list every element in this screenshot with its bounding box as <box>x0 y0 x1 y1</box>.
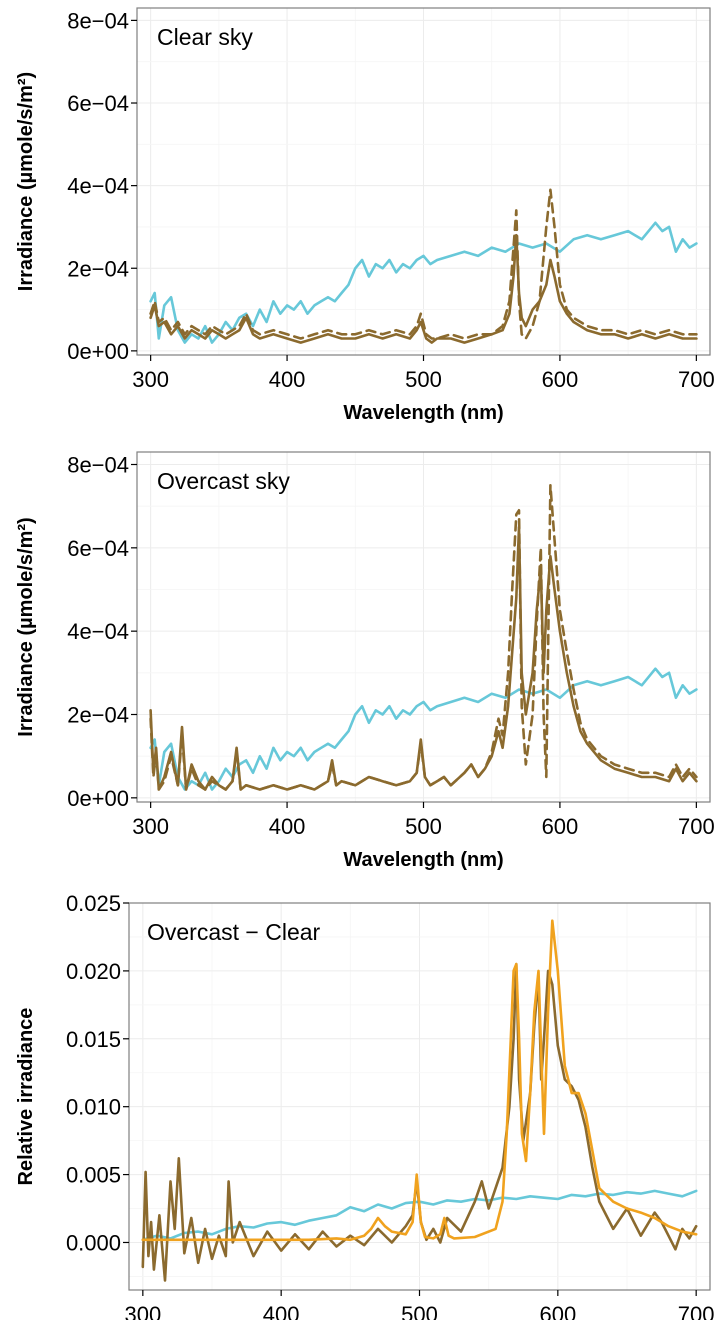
y-tick-label: 0e+00 <box>67 786 129 811</box>
y-tick-label: 2e−04 <box>67 256 129 281</box>
y-tick-label: 6e−04 <box>67 91 129 116</box>
x-tick-label: 600 <box>542 814 579 839</box>
chart-panel-1: 0e+00 2e−04 4e−04 6e−04 8e−04 300 400 500 600 700… <box>15 7 714 424</box>
chart-panel-2: 0e+00 2e−04 4e−04 6e−04 8e−04 300 400 500 600 700… <box>15 451 714 871</box>
x-tick-label: 500 <box>405 367 442 392</box>
y-tick-label: 0e+00 <box>67 339 129 364</box>
x-tick-label: 600 <box>539 1302 576 1320</box>
x-tick-label: 300 <box>132 814 169 839</box>
series-line-2 <box>149 525 698 791</box>
series-line-3 <box>149 188 698 340</box>
y-tick-label: 8e−04 <box>67 453 129 478</box>
y-axis-title: Relative irradiance <box>15 1008 37 1186</box>
y-tick-label: 0.025 <box>66 891 121 916</box>
x-tick-label: 600 <box>542 367 579 392</box>
x-tick-label: 400 <box>269 367 306 392</box>
y-tick-label: 6e−04 <box>67 536 129 561</box>
y-tick-label: 0.000 <box>66 1230 121 1255</box>
y-tick-label: 2e−04 <box>67 703 129 728</box>
y-axis-title: Irradiance (µmole/s/m²) <box>15 72 37 291</box>
y-tick-label: 4e−04 <box>67 619 129 644</box>
y-tick-label: 0.005 <box>66 1163 121 1188</box>
y-axis-title: Irradiance (µmole/s/m²) <box>15 517 37 736</box>
x-tick-label: 300 <box>124 1302 161 1320</box>
panel-title: Overcast − Clear <box>147 919 321 945</box>
y-tick-label: 4e−04 <box>67 174 129 199</box>
x-tick-label: 700 <box>678 814 714 839</box>
chart-panel-3: 0.000 0.005 0.010 0.015 0.020 0.025 300 400 500 6… <box>15 891 714 1320</box>
x-tick-label: 700 <box>678 367 714 392</box>
y-tick-label: 0.020 <box>66 959 121 984</box>
x-tick-label: 700 <box>678 1302 714 1320</box>
panel-title: Overcast sky <box>157 468 290 494</box>
gridlines <box>137 8 710 355</box>
x-tick-label: 500 <box>405 814 442 839</box>
series-line-3 <box>141 919 698 1242</box>
y-tick-label: 8e−04 <box>67 8 129 33</box>
x-axis-title: Wavelength (nm) <box>343 849 503 871</box>
series-line-1 <box>149 221 698 344</box>
x-tick-label: 400 <box>269 814 306 839</box>
panel-title: Clear sky <box>157 24 253 50</box>
y-tick-label: 0.010 <box>66 1095 121 1120</box>
y-tick-label: 0.015 <box>66 1027 121 1052</box>
gridlines <box>137 452 710 802</box>
x-tick-label: 400 <box>263 1302 300 1320</box>
x-tick-label: 500 <box>401 1302 438 1320</box>
x-tick-label: 300 <box>132 367 169 392</box>
x-axis-title: Wavelength (nm) <box>343 402 503 424</box>
series-line-3 <box>149 484 698 791</box>
series-line-2 <box>149 233 698 344</box>
